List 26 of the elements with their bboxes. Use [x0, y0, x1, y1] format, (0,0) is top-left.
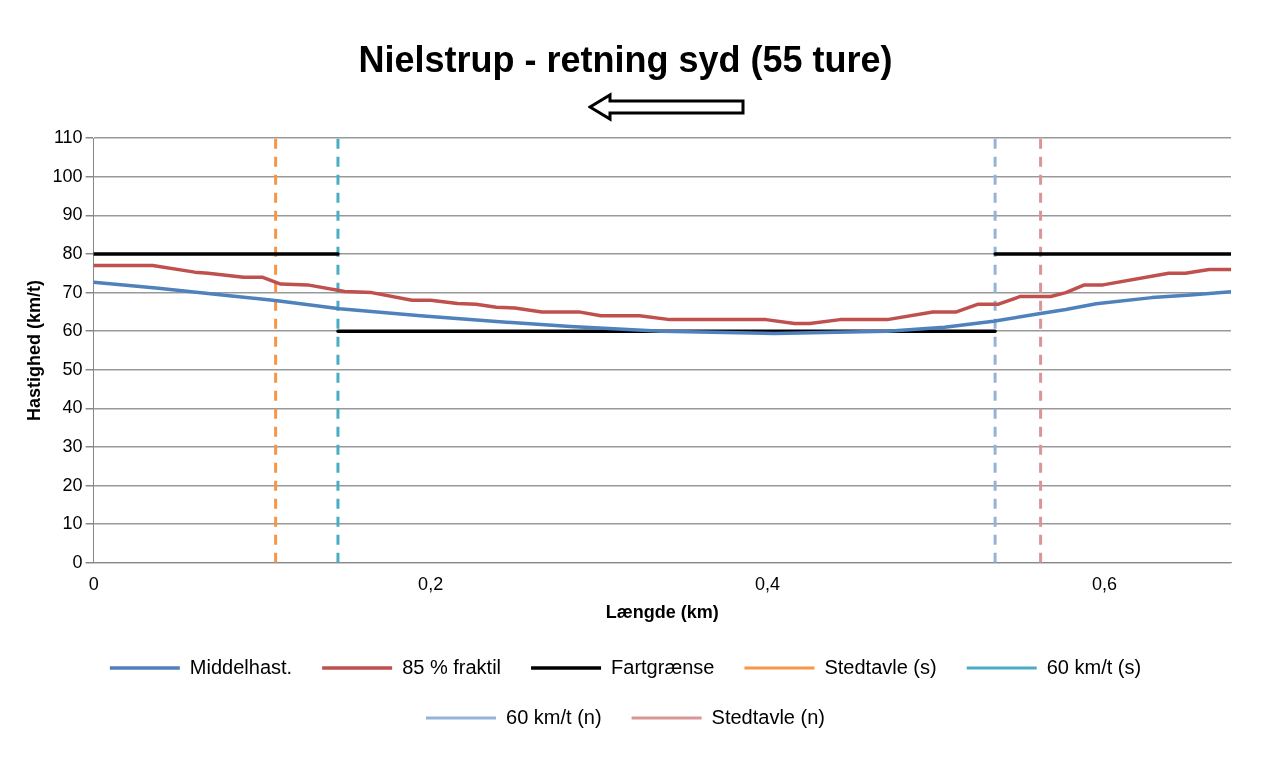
y-tick-label: 40: [62, 397, 83, 418]
chart-title: Nielstrup - retning syd (55 ture): [358, 38, 893, 80]
legend-label: 60 km/t (n): [506, 705, 602, 728]
legend-label: Middelhast.: [189, 655, 293, 678]
x-tick-label: 0,2: [418, 573, 444, 594]
y-tick-label: 50: [62, 358, 83, 379]
y-tick-label: 30: [62, 435, 83, 456]
legend-label: 60 km/t (s): [1046, 655, 1142, 678]
y-tick-label: 60: [62, 320, 83, 341]
y-tick-label: 70: [62, 281, 83, 302]
y-tick-label: 80: [62, 242, 83, 263]
legend-label: Stedtavle (s): [824, 655, 937, 678]
x-tick-label: 0,6: [1092, 573, 1118, 594]
y-tick-label: 100: [52, 165, 83, 186]
legend-label: 85 % fraktil: [402, 655, 502, 678]
x-tick-label: 0: [88, 573, 99, 594]
y-tick-label: 90: [62, 204, 83, 225]
legend-label: Stedtavle (n): [711, 705, 825, 728]
legend-label: Fartgrænse: [611, 655, 715, 678]
y-tick-label: 0: [72, 551, 83, 572]
x-tick-label: 0,4: [755, 573, 781, 594]
x-axis-title: Længde (km): [605, 602, 719, 623]
y-tick-label: 10: [62, 513, 83, 534]
y-axis-title: Hastighed (km/t): [23, 279, 44, 422]
y-tick-label: 110: [53, 127, 83, 148]
y-tick-label: 20: [62, 474, 83, 495]
